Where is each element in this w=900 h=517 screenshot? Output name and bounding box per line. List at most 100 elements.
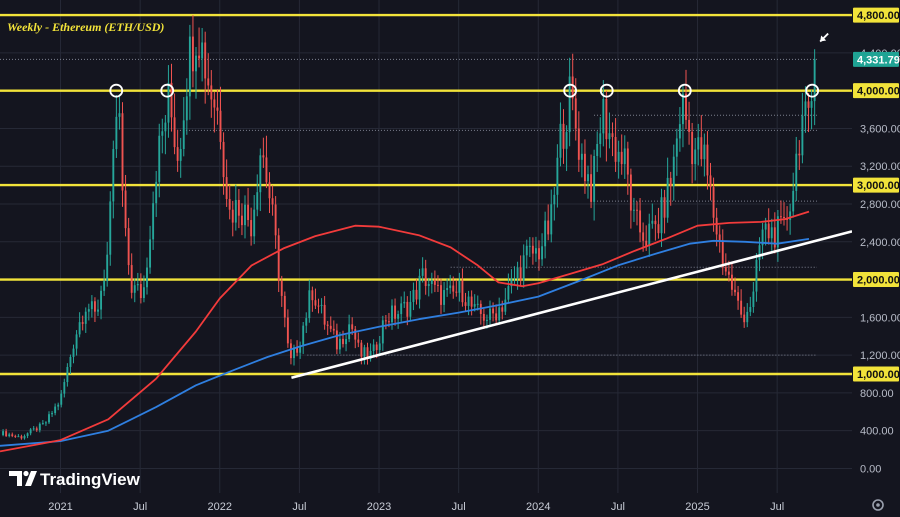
candle-down xyxy=(691,122,694,184)
candle-up xyxy=(761,222,764,260)
candle-down xyxy=(323,296,326,330)
candle-up xyxy=(118,94,121,130)
candle-body xyxy=(574,98,577,129)
candle-down xyxy=(5,428,8,437)
x-tick-label: 2025 xyxy=(685,501,709,513)
candle-body xyxy=(20,436,23,439)
candle-body xyxy=(596,143,599,156)
candle-down xyxy=(740,289,743,318)
candle-body xyxy=(648,223,651,246)
candle-up xyxy=(513,266,516,284)
candle-body xyxy=(342,338,344,345)
candle-body xyxy=(32,428,35,430)
candle-up xyxy=(580,143,583,178)
candle-body xyxy=(314,300,317,306)
candle-up xyxy=(87,303,90,321)
candle-body xyxy=(473,304,476,307)
candle-body xyxy=(724,267,727,272)
candle-up xyxy=(617,140,620,179)
settings-gear-icon[interactable] xyxy=(872,499,884,511)
candle-down xyxy=(605,90,608,162)
level-label: 4,800.00 xyxy=(857,10,900,22)
candle-down xyxy=(611,122,614,157)
candle-body xyxy=(265,157,268,183)
candle-down xyxy=(531,237,534,265)
candle-down xyxy=(314,288,317,310)
candle-body xyxy=(779,216,782,218)
candle-body xyxy=(87,309,90,312)
circle-marker xyxy=(677,83,692,98)
price-axis-labels: 0.00 400.00 800.00 1,200.00 1,600.00 2,400.00… xyxy=(860,48,900,476)
current-price-badge xyxy=(853,51,899,67)
candle-body xyxy=(620,151,623,165)
candle-up xyxy=(694,137,697,181)
candle-up xyxy=(755,253,758,302)
candle-down xyxy=(614,118,617,172)
candle-down xyxy=(406,296,409,326)
candle-up xyxy=(568,57,571,147)
candle-body xyxy=(498,307,501,321)
candle-up xyxy=(136,272,139,291)
candle-up xyxy=(305,312,308,334)
y-tick-label: 3,600.00 xyxy=(860,123,900,135)
candle-body xyxy=(115,116,118,150)
candle-up xyxy=(26,432,29,439)
candle-body xyxy=(697,137,700,150)
candle-body xyxy=(663,197,666,218)
candle-body xyxy=(363,347,366,357)
candle-down xyxy=(620,134,623,175)
candle-down xyxy=(626,141,629,195)
level-label: 1,000.00 xyxy=(857,369,900,381)
candle-body xyxy=(48,414,50,423)
time-axis[interactable] xyxy=(0,493,900,517)
candle-body xyxy=(734,289,736,293)
candle-body xyxy=(146,267,148,288)
candle-body xyxy=(259,155,262,193)
candle-body xyxy=(605,98,608,140)
level-label: 3,000.00 xyxy=(857,180,900,192)
candle-body xyxy=(256,192,259,210)
candle-down xyxy=(657,207,660,239)
x-tick-label: 2023 xyxy=(367,501,391,513)
candle-down xyxy=(311,286,314,312)
candle-body xyxy=(210,85,213,100)
candle-up xyxy=(421,257,424,283)
candle-body xyxy=(770,227,773,239)
candle-body xyxy=(323,304,326,325)
candle-body xyxy=(443,290,446,305)
candle-body xyxy=(26,433,29,436)
candle-down xyxy=(394,298,397,326)
candle-body xyxy=(69,356,72,367)
x-tick-label: Jul xyxy=(452,501,466,513)
candle-up xyxy=(599,117,602,158)
candle-body xyxy=(580,153,583,160)
candle-down xyxy=(440,278,442,314)
candle-body xyxy=(715,217,718,235)
y-tick-label: 3,200.00 xyxy=(860,161,900,173)
candle-body xyxy=(106,254,109,282)
tradingview-logo[interactable]: TradingView xyxy=(9,470,141,489)
candle-body xyxy=(608,133,611,140)
candle-body xyxy=(455,291,458,293)
candle-up xyxy=(259,148,262,212)
candle-body xyxy=(161,131,164,136)
candle-up xyxy=(489,300,491,326)
candle-body xyxy=(571,76,574,99)
candle-body xyxy=(225,177,228,200)
candle-up xyxy=(195,46,197,99)
price-axis[interactable] xyxy=(852,0,900,517)
candle-down xyxy=(191,15,194,88)
candle-down xyxy=(470,290,473,316)
candle-body xyxy=(482,313,485,321)
candle-up xyxy=(182,97,185,157)
candle-up xyxy=(244,195,246,239)
current-price-label: 4,331.79 xyxy=(857,54,900,66)
candle-body xyxy=(2,431,5,436)
candle-body xyxy=(813,59,816,102)
candle-body xyxy=(467,296,470,306)
candle-body xyxy=(727,271,730,275)
y-tick-label: 1,200.00 xyxy=(860,350,900,362)
candle-body xyxy=(170,82,173,118)
candle-body xyxy=(84,311,87,324)
